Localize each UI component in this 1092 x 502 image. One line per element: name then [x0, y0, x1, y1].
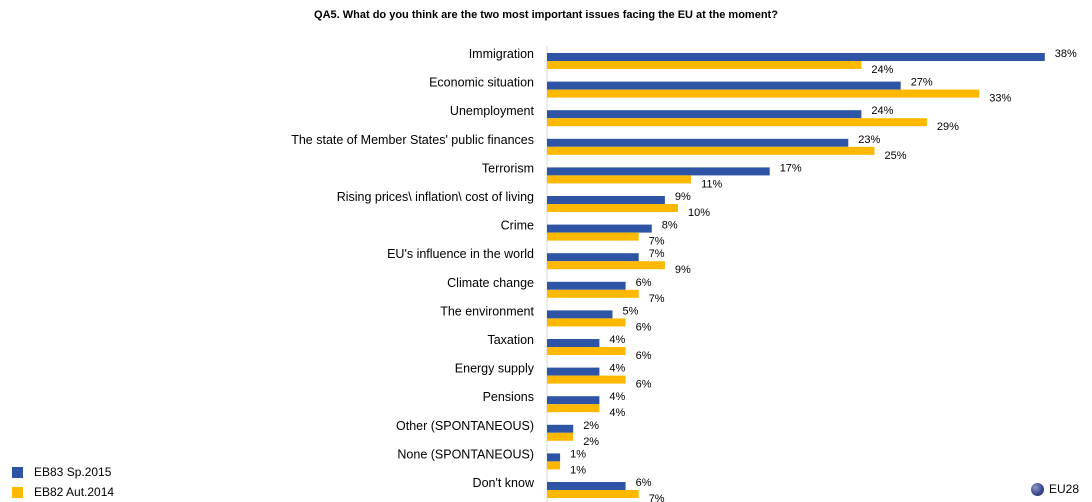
- data-label-series-1: 24%: [871, 105, 893, 117]
- data-label-series-2: 10%: [688, 207, 710, 219]
- data-label-series-1: 6%: [636, 477, 652, 489]
- data-label-series-1: 17%: [780, 162, 802, 174]
- bar-series-1: [547, 196, 665, 204]
- category-label: Taxation: [487, 333, 534, 347]
- data-label-series-2: 29%: [937, 121, 959, 133]
- category-label: Energy supply: [455, 362, 535, 376]
- bar-series-1: [547, 396, 600, 405]
- bar-series-2: [547, 490, 639, 498]
- data-label-series-2: 7%: [649, 236, 665, 248]
- category-label: Climate change: [447, 276, 534, 290]
- bar-series-1: [547, 281, 626, 290]
- bar-series-2: [547, 146, 875, 155]
- bar-series-2: [547, 318, 626, 327]
- data-label-series-1: 8%: [662, 220, 678, 232]
- data-label-series-1: 2%: [583, 420, 599, 432]
- bar-series-1: [547, 167, 770, 176]
- category-label: Unemployment: [450, 104, 535, 118]
- category-label: Don't know: [473, 476, 535, 490]
- bar-series-2: [547, 261, 665, 270]
- data-label-series-1: 1%: [570, 448, 586, 460]
- bar-series-1: [547, 339, 600, 347]
- category-label: None (SPONTANEOUS): [397, 447, 534, 461]
- scope-indicator: EU28: [1031, 482, 1079, 496]
- data-label-series-1: 7%: [649, 248, 665, 260]
- bar-series-1: [547, 424, 574, 433]
- category-label: Rising prices\ inflation\ cost of living: [337, 190, 534, 204]
- bar-series-2: [547, 289, 639, 298]
- legend-item-series-2: EB82 Aut.2014: [12, 482, 114, 502]
- legend-swatch-series-1: [12, 466, 23, 478]
- bar-series-1: [547, 81, 901, 90]
- data-label-series-2: 6%: [636, 379, 652, 391]
- bar-series-2: [547, 375, 626, 384]
- bar-series-2: [547, 404, 600, 413]
- bar-series-1: [547, 253, 639, 262]
- bar-series-1: [547, 367, 600, 376]
- data-label-series-1: 4%: [609, 363, 625, 375]
- data-label-series-2: 2%: [583, 436, 599, 448]
- data-label-series-2: 9%: [675, 264, 691, 276]
- data-label-series-1: 4%: [609, 334, 625, 346]
- data-label-series-1: 6%: [636, 277, 652, 289]
- bar-series-1: [547, 53, 1045, 61]
- data-label-series-1: 4%: [609, 391, 625, 403]
- legend-swatch-series-2: [12, 486, 23, 498]
- bar-series-2: [547, 347, 626, 355]
- legend-item-series-1: EB83 Sp.2015: [12, 462, 114, 482]
- category-label: Economic situation: [429, 76, 534, 90]
- category-label: Immigration: [469, 47, 534, 61]
- data-label-series-2: 1%: [570, 464, 586, 476]
- bar-series-1: [547, 453, 561, 462]
- data-label-series-2: 24%: [871, 64, 893, 76]
- globe-icon: [1031, 482, 1044, 496]
- data-label-series-2: 7%: [649, 293, 665, 305]
- data-label-series-1: 9%: [675, 191, 691, 203]
- category-label: The environment: [440, 304, 534, 318]
- data-label-series-1: 5%: [623, 305, 639, 317]
- category-label: EU's influence in the world: [387, 247, 534, 261]
- category-label: The state of Member States' public finan…: [291, 133, 534, 147]
- data-label-series-1: 23%: [858, 134, 880, 146]
- data-label-series-1: 38%: [1055, 48, 1077, 60]
- data-label-series-2: 33%: [989, 93, 1011, 105]
- legend-label-series-2: EB82 Aut.2014: [34, 485, 115, 499]
- category-label: Crime: [501, 219, 534, 233]
- scope-label: EU28: [1049, 482, 1080, 496]
- bar-series-1: [547, 110, 862, 119]
- bar-series-2: [547, 204, 678, 212]
- bar-series-2: [547, 175, 692, 184]
- bar-series-2: [547, 89, 980, 98]
- legend-label-series-1: EB83 Sp.2015: [34, 465, 112, 479]
- bar-series-2: [547, 461, 561, 470]
- bar-series-2: [547, 232, 639, 241]
- bar-series-2: [547, 432, 574, 441]
- legend: EB83 Sp.2015 EB82 Aut.2014: [12, 462, 114, 502]
- category-label: Terrorism: [482, 161, 534, 175]
- data-label-series-2: 25%: [885, 150, 907, 162]
- data-label-series-2: 7%: [649, 493, 665, 502]
- category-label: Pensions: [483, 390, 534, 404]
- bar-series-2: [547, 118, 927, 127]
- category-label: Other (SPONTANEOUS): [396, 419, 534, 433]
- bar-series-2: [547, 61, 862, 69]
- data-label-series-2: 11%: [701, 178, 722, 190]
- data-label-series-2: 6%: [636, 350, 652, 362]
- bar-series-1: [547, 138, 849, 147]
- data-label-series-2: 6%: [636, 321, 652, 333]
- data-label-series-1: 27%: [911, 77, 933, 89]
- chart-title: QA5. What do you think are the two most …: [314, 9, 778, 21]
- data-label-series-2: 4%: [609, 407, 625, 419]
- bar-series-1: [547, 310, 613, 319]
- bar-series-1: [547, 482, 626, 490]
- bar-series-1: [547, 224, 652, 233]
